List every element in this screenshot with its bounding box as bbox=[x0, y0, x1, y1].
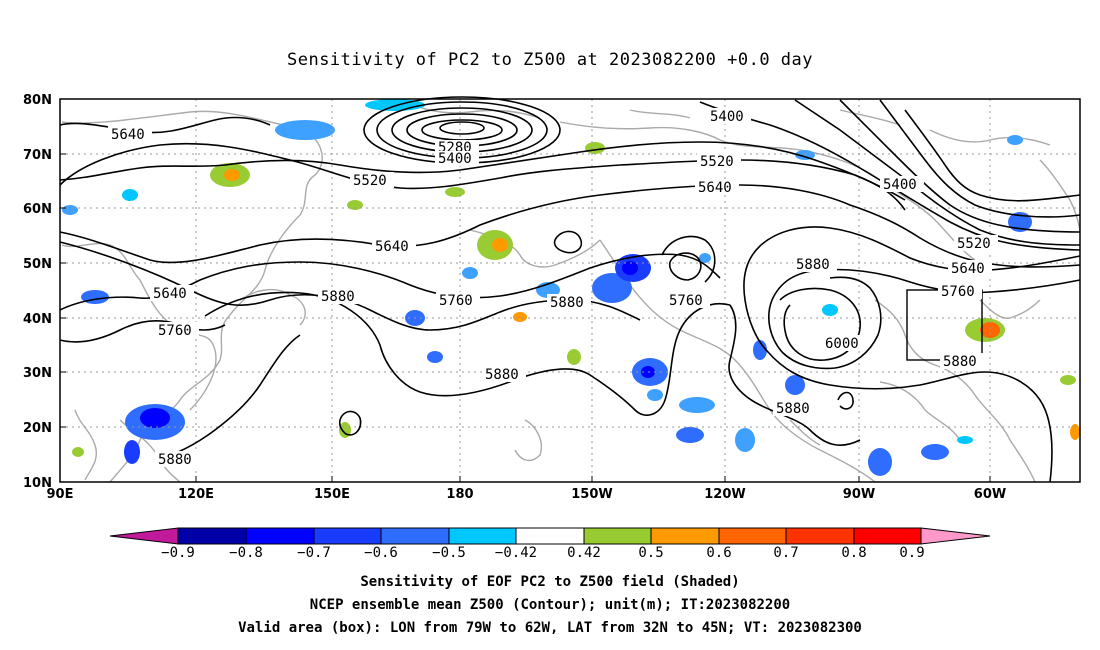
map-ticks bbox=[60, 98, 991, 482]
contour-label: 5880 bbox=[321, 289, 355, 305]
colorbar-cell bbox=[448, 527, 517, 545]
contour-label: 5760 bbox=[439, 293, 473, 309]
lon-label: 60W bbox=[974, 487, 1006, 502]
lon-labels: 90E 120E 150E 180 150W 120W 90W 60W bbox=[47, 487, 1007, 502]
lat-label: 80N bbox=[23, 93, 52, 108]
contour-label: 5520 bbox=[700, 154, 734, 170]
colorbar-cell bbox=[515, 527, 585, 545]
lat-label: 30N bbox=[23, 366, 52, 381]
colorbar-label: −0.7 bbox=[297, 545, 331, 561]
colorbar-label: 0.42 bbox=[567, 545, 601, 561]
lon-label: 90W bbox=[843, 487, 875, 502]
lat-label: 40N bbox=[23, 312, 52, 327]
colorbar-labels: −0.9 −0.8 −0.7 −0.6 −0.5 −0.42 0.42 0.5 … bbox=[161, 545, 925, 561]
lon-label: 120E bbox=[178, 487, 214, 502]
lat-label: 70N bbox=[23, 148, 52, 163]
colorbar-cell bbox=[245, 527, 315, 545]
contour-label: 5400 bbox=[438, 151, 472, 167]
contour-label: 5640 bbox=[951, 261, 985, 277]
colorbar-cell bbox=[650, 527, 720, 545]
lat-labels: 80N 70N 60N 50N 40N 30N 20N 10N bbox=[23, 93, 52, 491]
colorbar-under-triangle bbox=[109, 527, 179, 545]
colorbar-label: −0.9 bbox=[161, 545, 195, 561]
colorbar-label: 0.9 bbox=[899, 545, 924, 561]
lat-label: 50N bbox=[23, 257, 52, 272]
contour-label: 5880 bbox=[943, 354, 977, 370]
contour-label: 5400 bbox=[883, 177, 917, 193]
colorbar-over-triangle bbox=[920, 527, 991, 545]
plot-title: Sensitivity of PC2 to Z500 at 2023082200… bbox=[286, 50, 813, 70]
contour-label: 5760 bbox=[941, 284, 975, 300]
lon-label: 180 bbox=[446, 487, 473, 502]
contour-label: 5640 bbox=[153, 286, 187, 302]
lon-label: 150W bbox=[571, 487, 612, 502]
colorbar-label: −0.5 bbox=[432, 545, 466, 561]
colorbar-label: 0.6 bbox=[706, 545, 731, 561]
colorbar-cell bbox=[177, 527, 247, 545]
graticule bbox=[60, 99, 1080, 482]
colorbar-label: −0.6 bbox=[364, 545, 398, 561]
colorbar-cell bbox=[718, 527, 787, 545]
contour-label: 6000 bbox=[825, 336, 859, 352]
contour-label: 5640 bbox=[375, 239, 409, 255]
colorbar-cell bbox=[313, 527, 382, 545]
caption-line-1: Sensitivity of EOF PC2 to Z500 field (Sh… bbox=[360, 574, 740, 590]
contour-label: 5400 bbox=[710, 109, 744, 125]
lon-label: 150E bbox=[314, 487, 350, 502]
contour-label: 5640 bbox=[111, 127, 145, 143]
contour-label: 5760 bbox=[158, 323, 192, 339]
lon-label: 120W bbox=[704, 487, 745, 502]
colorbar-cell bbox=[853, 527, 922, 545]
sensitivity-shading bbox=[62, 99, 1080, 476]
lat-label: 20N bbox=[23, 421, 52, 436]
contour-label: 5880 bbox=[776, 401, 810, 417]
colorbar-cell bbox=[785, 527, 855, 545]
colorbar-cell bbox=[583, 527, 652, 545]
colorbar-label: 0.8 bbox=[841, 545, 866, 561]
colorbar-label: 0.7 bbox=[773, 545, 798, 561]
contour-labels: 5640 5280 5400 5520 5640 5640 5760 5880 … bbox=[108, 108, 998, 468]
contour-label: 5880 bbox=[485, 367, 519, 383]
contour-label: 5760 bbox=[669, 293, 703, 309]
contour-label: 5520 bbox=[353, 173, 387, 189]
map-frame bbox=[59, 98, 1081, 483]
caption-line-2: NCEP ensemble mean Z500 (Contour); unit(… bbox=[309, 597, 791, 613]
contour-label: 5880 bbox=[796, 257, 830, 273]
contour-label: 5880 bbox=[550, 295, 584, 311]
colorbar-label: −0.8 bbox=[229, 545, 263, 561]
lat-label: 60N bbox=[23, 202, 52, 217]
colorbar bbox=[109, 527, 991, 545]
colorbar-label: 0.5 bbox=[638, 545, 663, 561]
contour-label: 5520 bbox=[957, 236, 991, 252]
lat-label: 10N bbox=[23, 476, 52, 491]
caption-line-3: Valid area (box): LON from 79W to 62W, L… bbox=[238, 620, 862, 636]
colorbar-label: −0.42 bbox=[495, 545, 537, 561]
colorbar-cell bbox=[380, 527, 450, 545]
lon-label: 90E bbox=[47, 487, 74, 502]
contour-label: 5640 bbox=[698, 180, 732, 196]
contour-label: 5880 bbox=[158, 452, 192, 468]
